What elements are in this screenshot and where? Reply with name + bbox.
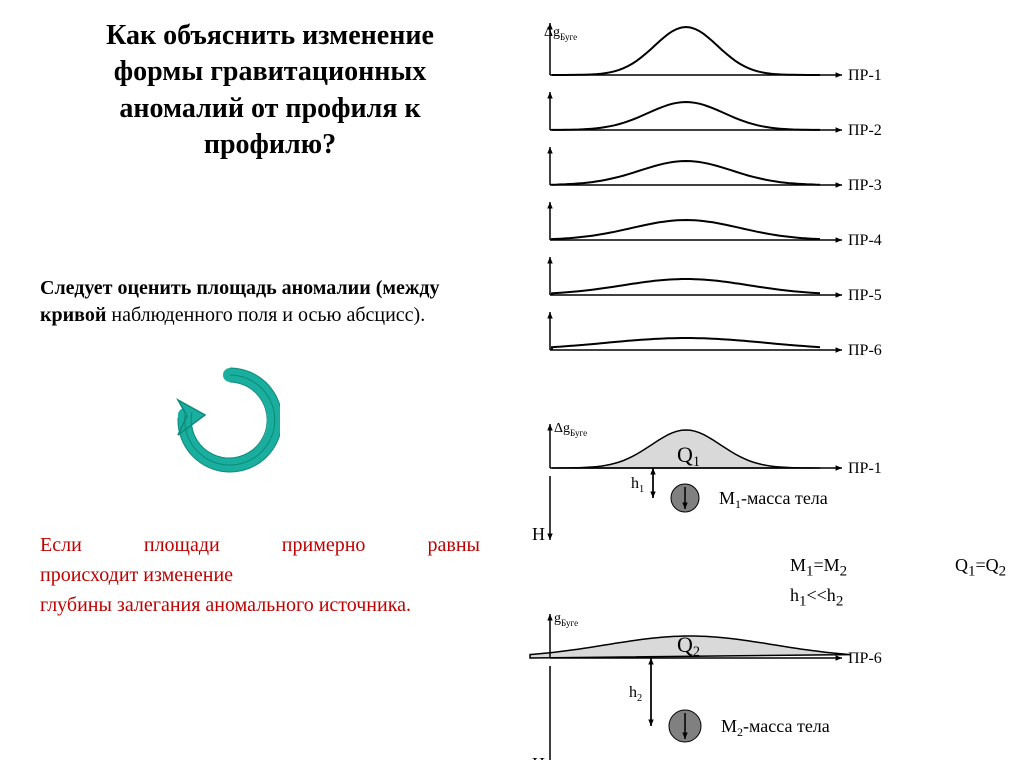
p2w3: примерно	[282, 530, 366, 560]
svg-text:H: H	[532, 524, 545, 544]
svg-text:h1: h1	[631, 475, 644, 495]
paragraph-2: Если площади примерно равны происходит и…	[40, 530, 480, 620]
p2w4: равны	[428, 530, 480, 560]
eq-q1-q2: Q1=Q2	[955, 555, 1006, 581]
svg-text:ПР-3: ПР-3	[848, 177, 882, 194]
eq-h1-h2: h1<<h2	[790, 585, 843, 611]
svg-text:gБуге: gБуге	[554, 611, 578, 628]
paragraph-1: Следует оценить площадь аномалии (между …	[40, 275, 460, 329]
p2w1: Если	[40, 530, 82, 560]
page-title: Как объяснить изменение формы гравитацио…	[70, 18, 470, 164]
svg-text:ПР-6: ПР-6	[848, 342, 882, 359]
curved-arrow-icon	[160, 360, 280, 480]
svg-text:H: H	[532, 754, 545, 760]
svg-text:ПР-2: ПР-2	[848, 122, 882, 139]
svg-text:ПР-4: ПР-4	[848, 232, 882, 249]
svg-text:ΔgБуге: ΔgБуге	[554, 421, 587, 438]
svg-text:ПР-5: ПР-5	[848, 287, 882, 304]
svg-text:ПР-1: ПР-1	[848, 67, 882, 84]
svg-text:М2-масса тела: М2-масса тела	[721, 716, 830, 739]
profiles-chart: ΔgБугеПР-1ПР-2ПР-3ПР-4ПР-5ПР-6	[520, 20, 890, 380]
svg-text:М1-масса тела: М1-масса тела	[719, 488, 828, 511]
p2w2: площади	[144, 530, 220, 560]
eq-m1-m2: М1=М2	[790, 555, 847, 581]
svg-text:ПР-6: ПР-6	[848, 650, 882, 667]
p2l2: происходит изменение	[40, 560, 480, 590]
p2l3: глубины залегания аномального источника.	[40, 590, 480, 620]
svg-text:ПР-1: ПР-1	[848, 460, 882, 477]
q2-plot: gБугеQ2ПР-6h2HМ2-масса тела	[520, 610, 890, 760]
svg-text:h2: h2	[629, 684, 642, 704]
para1-rest: наблюденного поля и осью абсцисс).	[111, 304, 425, 326]
